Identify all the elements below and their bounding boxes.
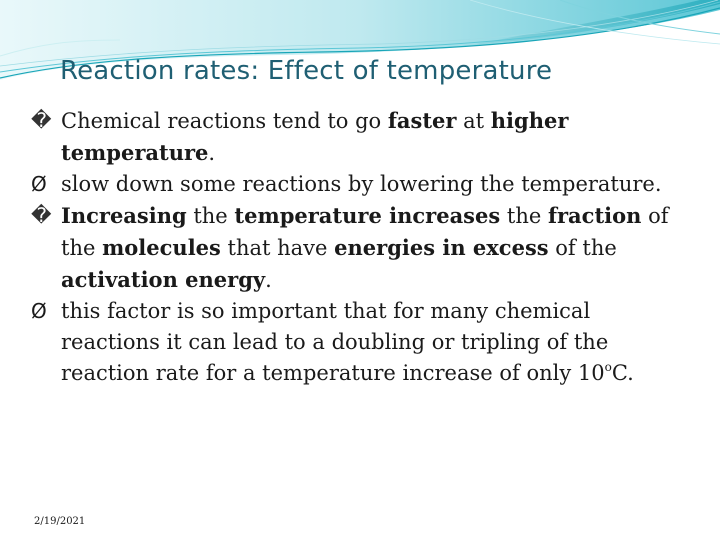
bullet-text: Chemical reactions tend to go faster at … [61,108,569,165]
bold-text-segment: temperature increases [234,203,501,228]
decorative-banner [0,0,720,80]
text-segment: of the [548,236,617,260]
bold-text-segment: Increasing [61,203,187,228]
bold-text-segment: energies in excess [334,235,549,260]
bold-text-segment: faster [387,108,457,133]
text-segment: the [186,204,235,228]
text-segment: at [456,109,491,133]
bullet-item: � Increasing the temperature increases th… [31,200,691,296]
degree-superscript: o [604,360,612,374]
arrow-bullet-icon: Ø [31,172,47,196]
bullet-item: � Chemical reactions tend to go faster at… [31,105,691,169]
text-segment: . [265,268,272,292]
text-segment: slow down some reactions by lowering the… [61,172,662,196]
bullet-text: this factor is so important that for man… [61,299,634,385]
text-segment: the [500,204,548,228]
text-segment: Chemical reactions tend to go [61,109,388,133]
slide-date: 2/19/2021 [34,516,86,527]
bold-text-segment: activation energy [61,267,266,292]
bullet-text: Increasing the temperature increases the… [61,203,669,292]
replacement-glyph-icon: � [31,108,52,132]
text-segment: this factor is so important that for man… [61,299,609,385]
replacement-glyph-icon: � [31,203,52,227]
bold-text-segment: molecules [102,235,221,260]
text-segment: . [208,141,216,165]
bullet-text: slow down some reactions by lowering the… [61,172,662,196]
arrow-bullet-icon: Ø [31,299,47,323]
text-segment: that have [220,236,335,260]
bold-text-segment: higher temperature [61,108,569,165]
text-segment: of the [61,204,669,260]
bold-text-segment: fraction [547,203,642,228]
bullet-list: � Chemical reactions tend to go faster at… [31,105,691,389]
bullet-item: Ø slow down some reactions by lowering t… [31,169,691,200]
slide-title: Reaction rates: Effect of temperature [60,56,553,86]
text-segment: C. [611,361,634,385]
bullet-item: Ø this factor is so important that for m… [31,296,691,389]
